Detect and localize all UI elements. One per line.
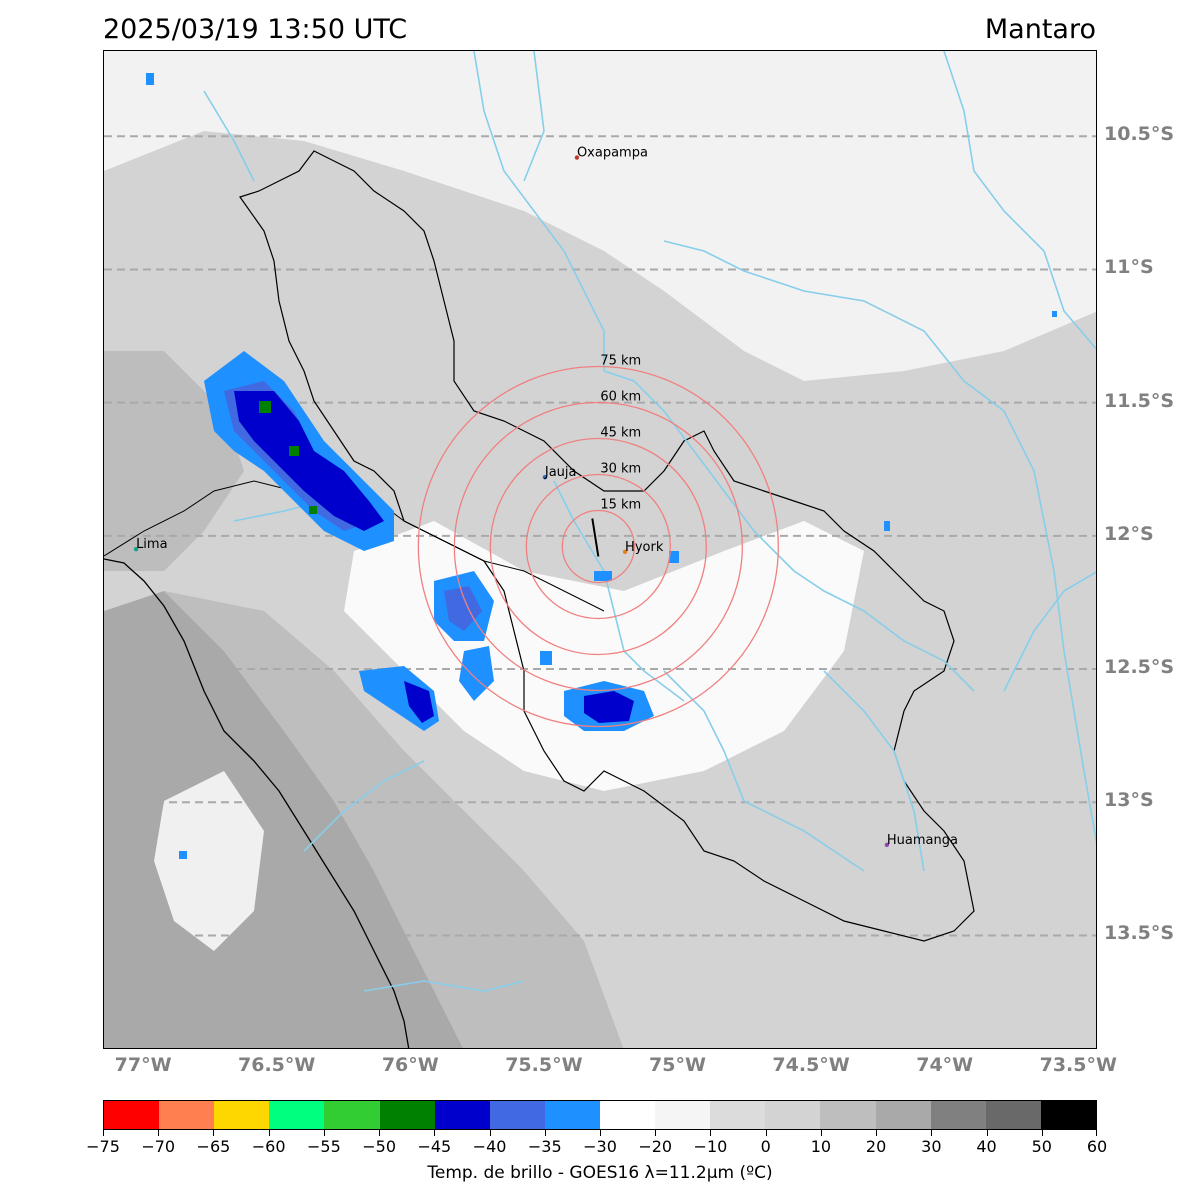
colorbar-tick-label: −30 xyxy=(583,1137,617,1156)
city-label: Oxapampa xyxy=(577,146,648,161)
region-title: Mantaro xyxy=(985,14,1096,45)
city-label: Lima xyxy=(136,537,167,552)
colorbar-tick-label: 40 xyxy=(976,1137,996,1156)
colorbar-tick xyxy=(324,1130,325,1136)
colorbar-tick xyxy=(600,1130,601,1136)
colorbar-bin xyxy=(269,1101,324,1129)
colorbar-tick-label: −50 xyxy=(362,1137,396,1156)
colorbar-tick xyxy=(158,1130,159,1136)
colorbar-tick xyxy=(710,1130,711,1136)
colorbar-tick-label: −40 xyxy=(473,1137,507,1156)
city-label: Hyork xyxy=(625,540,664,555)
colorbar-bin xyxy=(104,1101,159,1129)
lat-label: 10.5°S xyxy=(1104,123,1174,145)
lon-label: 74°W xyxy=(916,1054,973,1076)
colorbar-bin xyxy=(159,1101,214,1129)
colorbar-bin xyxy=(765,1101,820,1129)
city-label: Huamanga xyxy=(887,833,958,848)
colorbar-tick xyxy=(213,1130,214,1136)
colorbar-bin xyxy=(214,1101,269,1129)
colorbar-tick-label: −35 xyxy=(528,1137,562,1156)
colorbar-tick xyxy=(1042,1130,1043,1136)
lat-label: 13°S xyxy=(1104,789,1154,811)
colorbar-tick xyxy=(766,1130,767,1136)
colorbar-tick-label: −20 xyxy=(638,1137,672,1156)
colorbar-bin xyxy=(820,1101,875,1129)
colorbar-bin xyxy=(600,1101,655,1129)
colorbar-bin xyxy=(710,1101,765,1129)
colorbar-tick-label: −65 xyxy=(197,1137,231,1156)
lat-label: 12°S xyxy=(1104,523,1154,545)
lat-label: 11.5°S xyxy=(1104,390,1174,412)
range-ring-label: 15 km xyxy=(600,498,641,513)
colorbar-bin xyxy=(490,1101,545,1129)
lon-label: 74.5°W xyxy=(772,1054,849,1076)
colorbar-tick-label: −55 xyxy=(307,1137,341,1156)
range-ring-label: 30 km xyxy=(600,462,641,477)
colorbar-bin xyxy=(876,1101,931,1129)
colorbar-tick-label: 30 xyxy=(921,1137,941,1156)
colorbar-bin xyxy=(986,1101,1041,1129)
colorbar-tick xyxy=(379,1130,380,1136)
colorbar-tick-label: 60 xyxy=(1087,1137,1107,1156)
temperature-colorbar xyxy=(103,1100,1097,1130)
colorbar-tick xyxy=(490,1130,491,1136)
colorbar-tick-label: 20 xyxy=(866,1137,886,1156)
colorbar-tick-label: −60 xyxy=(252,1137,286,1156)
lat-label: 12.5°S xyxy=(1104,656,1174,678)
lat-label: 11°S xyxy=(1104,256,1154,278)
range-ring-label: 45 km xyxy=(600,426,641,441)
colorbar-bin xyxy=(1041,1101,1096,1129)
colorbar-tick xyxy=(545,1130,546,1136)
colorbar-tick xyxy=(655,1130,656,1136)
colorbar-tick-label: −70 xyxy=(141,1137,175,1156)
lon-label: 77°W xyxy=(115,1054,172,1076)
colorbar-bin xyxy=(545,1101,600,1129)
lon-label: 76.5°W xyxy=(238,1054,315,1076)
colorbar-tick xyxy=(269,1130,270,1136)
lon-label: 75.5°W xyxy=(505,1054,582,1076)
timestamp-title: 2025/03/19 13:50 UTC xyxy=(103,14,407,45)
range-ring-label: 75 km xyxy=(600,354,641,369)
colorbar-tick-label: 10 xyxy=(811,1137,831,1156)
colorbar-tick-label: 0 xyxy=(761,1137,771,1156)
city-label: Jauja xyxy=(544,465,577,480)
lon-label: 76°W xyxy=(382,1054,439,1076)
colorbar-tick-label: −10 xyxy=(694,1137,728,1156)
colorbar-bin xyxy=(324,1101,379,1129)
colorbar-tick xyxy=(876,1130,877,1136)
colorbar-tick xyxy=(1096,1130,1097,1136)
lon-label: 75°W xyxy=(649,1054,706,1076)
colorbar-tick xyxy=(931,1130,932,1136)
colorbar-tick xyxy=(103,1130,104,1136)
colorbar-tick xyxy=(821,1130,822,1136)
satellite-map[interactable]: 15 km 30 km 45 km 60 km 75 km Oxapampa Jauja H… xyxy=(103,50,1097,1049)
colorbar-tick-label: −75 xyxy=(86,1137,120,1156)
colorbar-bin xyxy=(931,1101,986,1129)
map-canvas: 15 km 30 km 45 km 60 km 75 km Oxapampa Jauja H… xyxy=(104,51,1097,1049)
colorbar-tick xyxy=(434,1130,435,1136)
colorbar-tick-label: 50 xyxy=(1032,1137,1052,1156)
lon-label: 73.5°W xyxy=(1040,1054,1117,1076)
range-ring-label: 60 km xyxy=(600,390,641,405)
colorbar-title: Temp. de brillo - GOES16 λ=11.2μm (ºC) xyxy=(0,1163,1200,1183)
colorbar-tick-label: −45 xyxy=(417,1137,451,1156)
colorbar-tick xyxy=(987,1130,988,1136)
colorbar-bin xyxy=(655,1101,710,1129)
lat-label: 13.5°S xyxy=(1104,922,1174,944)
colorbar-bin xyxy=(435,1101,490,1129)
colorbar-bin xyxy=(380,1101,435,1129)
